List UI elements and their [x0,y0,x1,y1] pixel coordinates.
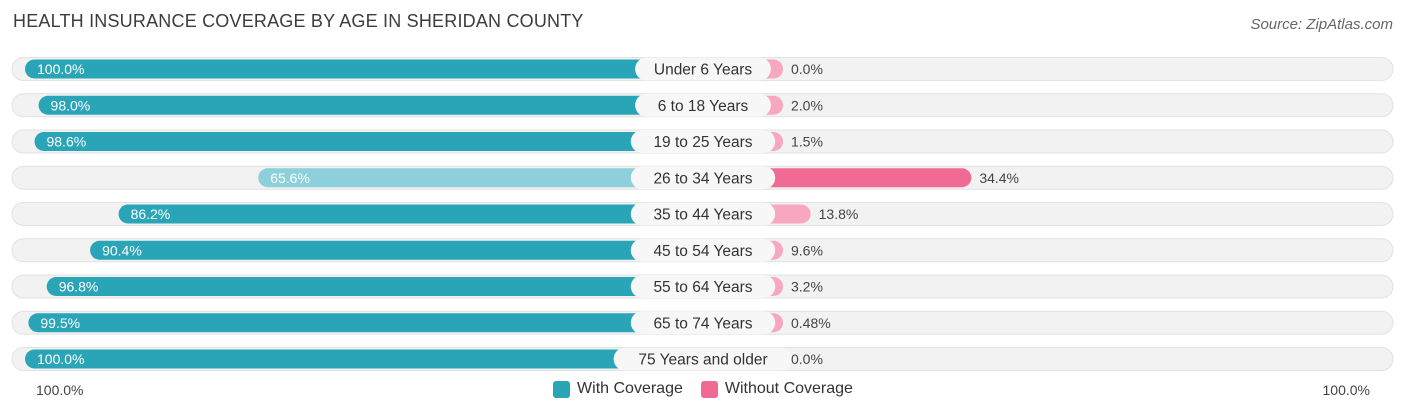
category-label-pill [635,57,771,81]
legend-swatch-with-coverage [553,380,571,398]
category-label: 55 to 64 Years [653,279,752,296]
value-label-with-coverage: 90.4% [102,242,142,258]
value-label-with-coverage: 65.6% [270,170,310,186]
category-label-pill [613,347,793,371]
bar-with-coverage [28,313,703,333]
value-label-without-coverage: 0.0% [791,351,823,367]
category-label-pill [630,275,776,298]
value-label-with-coverage: 99.5% [40,315,80,331]
category-label: 75 Years and older [638,352,767,369]
category-label-pill [630,202,776,226]
category-label-pill [630,130,776,153]
value-label-with-coverage: 86.2% [131,206,171,222]
category-label: 6 to 18 Years [658,98,749,115]
legend-swatch-without-coverage [700,380,718,398]
category-label-pill [630,311,776,335]
axis-left-label: 100.0% [36,382,84,398]
bar-with-coverage [34,132,703,151]
bar-with-coverage [258,168,703,188]
legend: With Coverage Without Coverage [0,380,1406,398]
value-label-without-coverage: 13.8% [819,206,859,222]
category-label: 19 to 25 Years [653,134,752,151]
legend-item-with-coverage: With Coverage [553,380,683,398]
value-label-with-coverage: 98.6% [46,134,86,150]
value-label-without-coverage: 0.0% [791,61,823,77]
bar-with-coverage [90,240,703,260]
bar-with-coverage [25,59,703,79]
bar-with-coverage [38,95,704,115]
category-label: 26 to 34 Years [653,170,752,187]
value-label-without-coverage: 9.6% [791,242,823,258]
legend-item-without-coverage: Without Coverage [700,380,853,398]
axis-right-label: 100.0% [1322,382,1370,398]
source-credit: Source: ZipAtlas.com [1250,16,1393,33]
legend-label-with-coverage: With Coverage [577,380,683,397]
category-label-pill [635,93,771,117]
category-label: 65 to 74 Years [653,315,752,332]
chart-title: HEALTH INSURANCE COVERAGE BY AGE IN SHER… [13,11,584,31]
category-label: 45 to 54 Years [653,243,752,260]
category-label: 35 to 44 Years [653,207,752,224]
legend-label-without-coverage: Without Coverage [724,380,853,397]
value-label-with-coverage: 100.0% [37,61,84,77]
bar-with-coverage [46,277,704,296]
bar-with-coverage [118,204,703,224]
value-label-without-coverage: 3.2% [791,279,823,295]
value-label-without-coverage: 0.48% [791,315,831,331]
value-label-with-coverage: 100.0% [37,351,84,367]
category-label: Under 6 Years [654,62,752,79]
category-label-pill [630,238,776,262]
value-label-without-coverage: 2.0% [791,97,823,113]
value-label-without-coverage: 1.5% [791,134,823,150]
category-label-pill [630,166,776,190]
value-label-with-coverage: 96.8% [59,279,99,295]
value-label-with-coverage: 98.0% [51,97,91,113]
bar-with-coverage [25,349,703,369]
value-label-without-coverage: 34.4% [979,170,1019,186]
